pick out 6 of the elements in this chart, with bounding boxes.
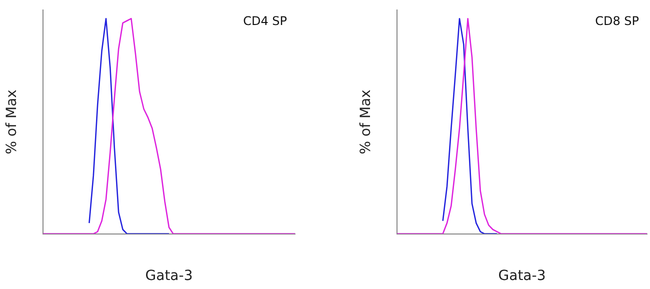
- annotation: CD8 SP: [595, 14, 639, 28]
- y-axis-title: % of Max: [4, 90, 20, 154]
- annotation: CD4 SP: [243, 14, 287, 28]
- x-axis-title: Gata-3: [498, 268, 546, 284]
- x-axis-title: Gata-3: [145, 268, 193, 284]
- y-axis-title: % of Max: [358, 90, 374, 154]
